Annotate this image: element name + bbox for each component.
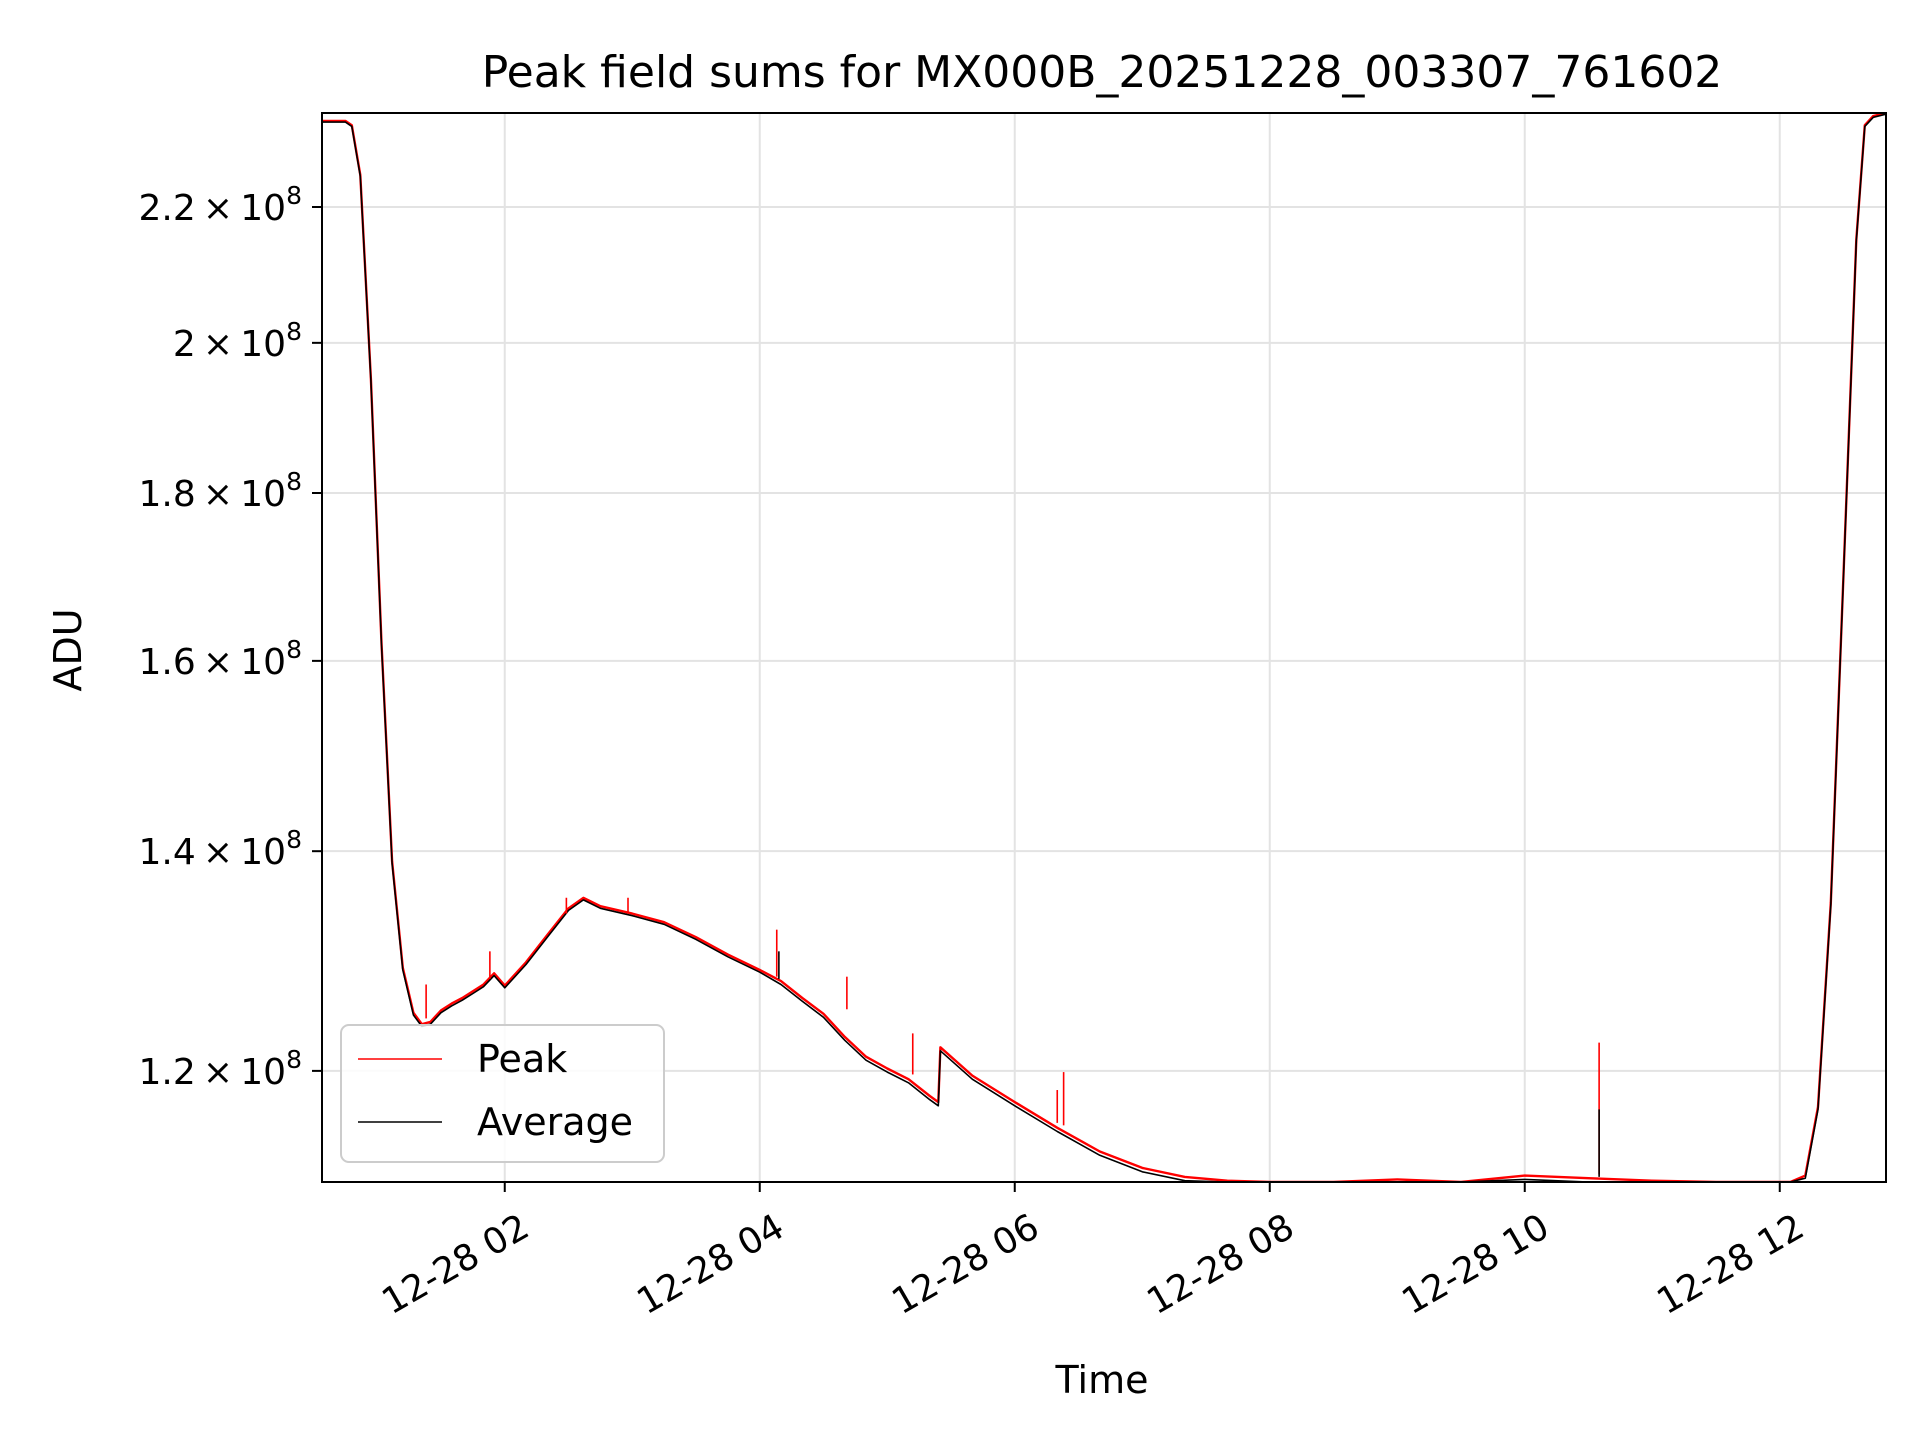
- plot-area: [322, 113, 1886, 1182]
- y-tick-label: 1.8 × 108: [138, 467, 302, 515]
- y-axis-label: ADU: [46, 608, 90, 691]
- series-line-average: [322, 113, 1886, 1182]
- legend: Peak Average: [340, 1024, 665, 1163]
- chart-title: Peak field sums for MX000B_20251228_0033…: [482, 47, 1723, 98]
- legend-peak-label: Peak: [477, 1037, 567, 1081]
- series-line-peak: [322, 113, 1886, 1182]
- y-tick-label: 2.2 × 108: [138, 181, 302, 229]
- y-tick-label: 1.4 × 108: [138, 825, 302, 873]
- y-tick-label: 2 × 108: [173, 317, 302, 365]
- legend-average-label: Average: [477, 1100, 633, 1144]
- y-tick-label: 1.6 × 108: [138, 635, 302, 683]
- y-axis-ticks: 1.2 × 108 1.4 × 108 1.6 × 108 1.8 × 108 2 × …: [138, 181, 322, 1093]
- plot-frame: [321, 112, 1887, 1183]
- x-axis-label: Time: [1055, 1358, 1149, 1402]
- y-tick-label: 1.2 × 108: [138, 1045, 302, 1093]
